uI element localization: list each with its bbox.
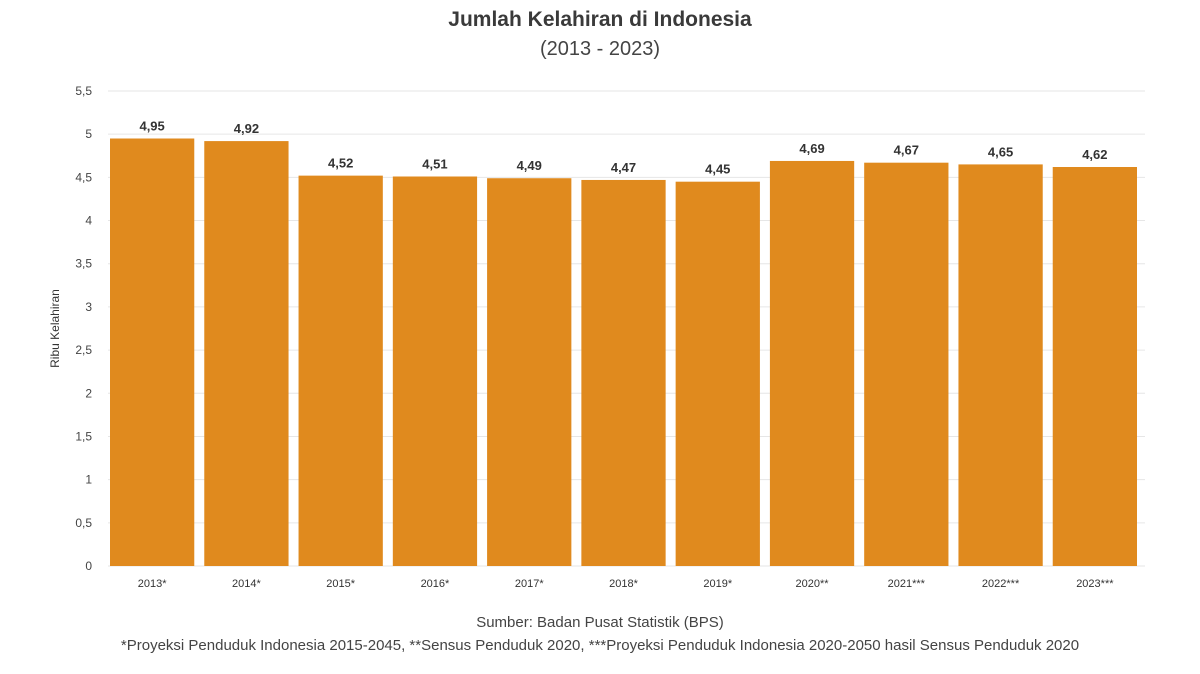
bar-value-label: 4,95 (139, 119, 164, 134)
bar (1052, 167, 1137, 566)
footnote: *Proyeksi Penduduk Indonesia 2015-2045, … (120, 637, 1080, 654)
y-tick-label: 3 (85, 300, 92, 314)
y-tick-label: 4,5 (75, 170, 92, 184)
bar-value-label: 4,49 (517, 158, 542, 173)
bar (581, 179, 666, 567)
bar (110, 138, 195, 566)
y-tick-label: 0,5 (75, 516, 92, 530)
x-tick-label: 2018* (609, 578, 638, 590)
x-tick-label: 2015* (326, 578, 355, 590)
bar-value-label: 4,92 (234, 121, 259, 136)
bar (864, 162, 949, 566)
bar (487, 178, 572, 566)
bar-value-label: 4,52 (328, 156, 353, 171)
y-tick-label: 2,5 (75, 343, 92, 357)
bar (204, 141, 289, 566)
y-tick-label: 5 (85, 127, 92, 141)
y-tick-label: 3,5 (75, 257, 92, 271)
y-tick-label: 1,5 (75, 429, 92, 443)
chart-subtitle: (2013 - 2023) (539, 38, 661, 60)
x-tick-label: 2022*** (982, 578, 1020, 590)
x-tick-label: 2019* (703, 578, 732, 590)
x-tick-label: 2017* (515, 578, 544, 590)
bar-value-label: 4,45 (705, 162, 730, 177)
y-tick-label: 2 (85, 386, 92, 400)
bar (769, 160, 855, 567)
bar-value-label: 4,65 (988, 144, 1013, 159)
bar-value-label: 4,51 (422, 157, 447, 172)
x-tick-label: 2016* (421, 578, 450, 590)
bar-value-label: 4,69 (799, 141, 824, 156)
y-axis-label: Ribu Kelahiran (48, 289, 62, 368)
bar (958, 164, 1043, 566)
x-tick-label: 2020** (796, 578, 830, 590)
x-tick-label: 2014* (232, 578, 261, 590)
bar (675, 181, 760, 566)
bar (298, 175, 383, 567)
y-tick-label: 1 (85, 473, 92, 487)
chart-title: Jumlah Kelahiran di Indonesia (448, 8, 752, 31)
y-tick-label: 0 (85, 559, 92, 573)
x-tick-label: 2023*** (1076, 578, 1114, 590)
source-note: Sumber: Badan Pusat Statistik (BPS) (476, 614, 724, 631)
y-tick-label: 5,5 (75, 84, 92, 98)
x-tick-label: 2013* (138, 578, 167, 590)
x-tick-label: 2021*** (888, 578, 926, 590)
bar-value-label: 4,47 (611, 160, 636, 175)
y-tick-label: 4 (85, 214, 92, 228)
bar-value-label: 4,67 (894, 143, 919, 158)
bar-value-label: 4,62 (1082, 147, 1107, 162)
bar (392, 176, 478, 566)
